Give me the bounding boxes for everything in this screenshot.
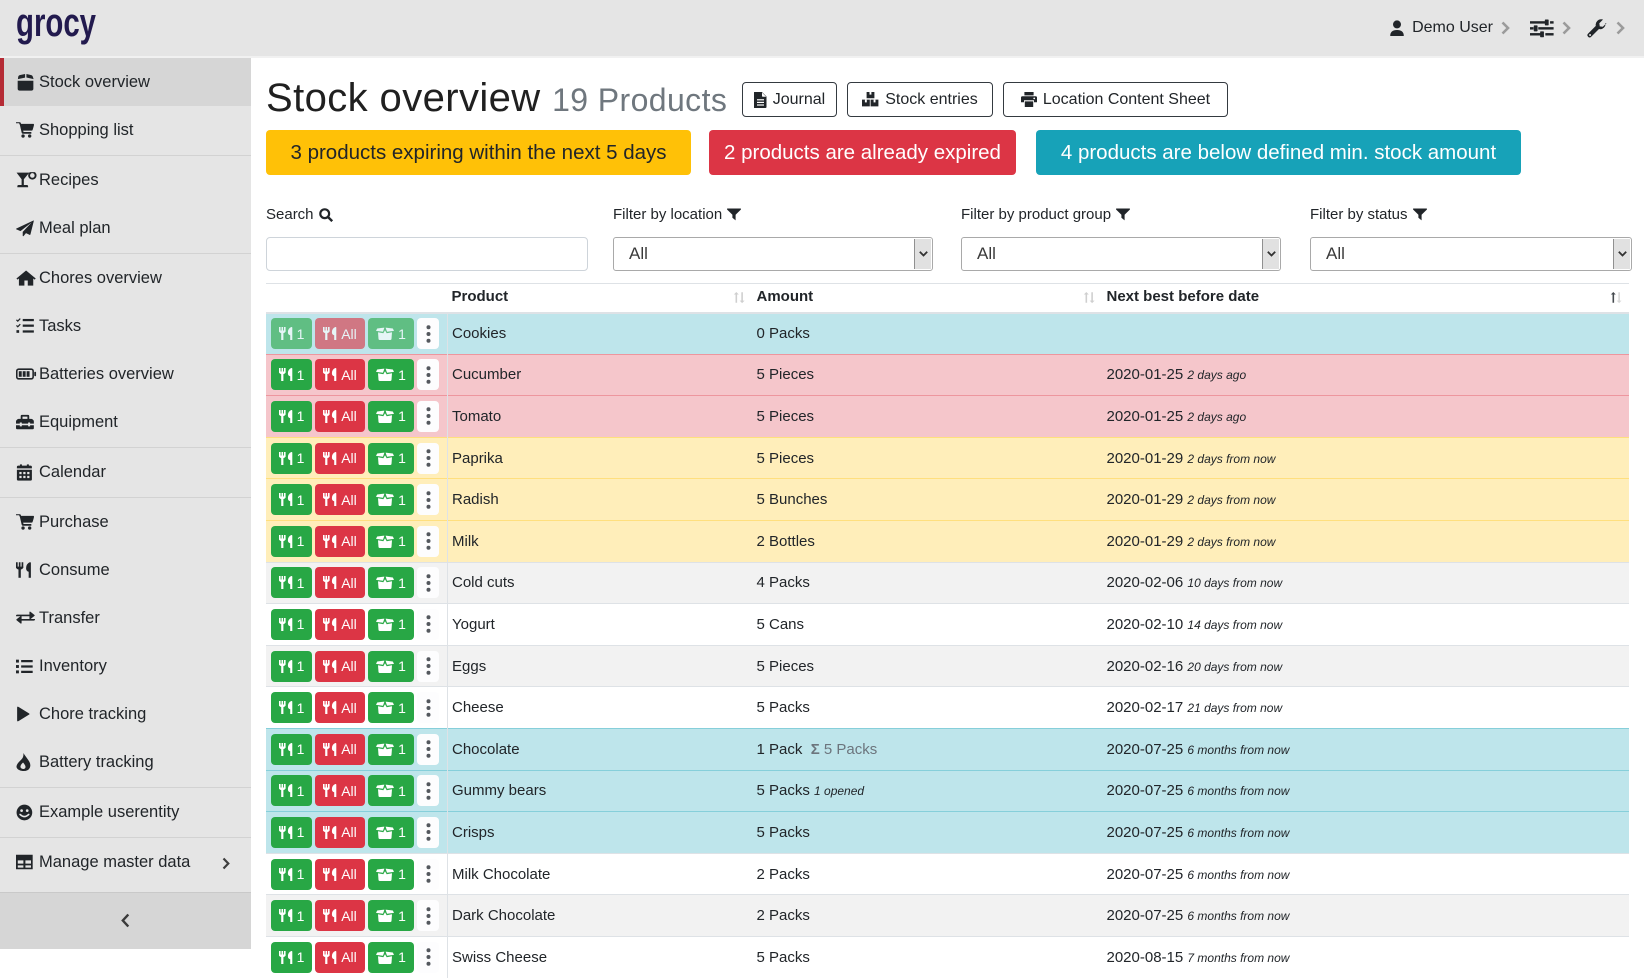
svg-text:grocy: grocy: [16, 5, 97, 45]
